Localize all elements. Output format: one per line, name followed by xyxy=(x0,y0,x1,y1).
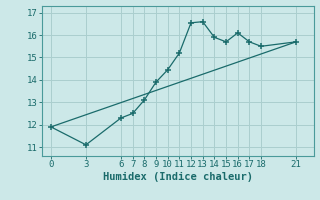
X-axis label: Humidex (Indice chaleur): Humidex (Indice chaleur) xyxy=(103,172,252,182)
